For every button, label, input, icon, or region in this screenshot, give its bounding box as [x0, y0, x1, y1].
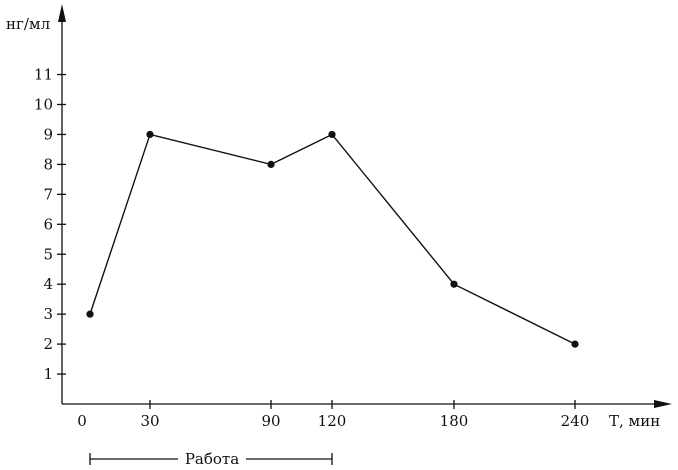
y-axis-arrow [58, 4, 66, 22]
x-tick-label-240: 240 [561, 412, 590, 430]
y-tick-label-1: 1 [43, 365, 53, 383]
y-tick-label-2: 2 [43, 335, 53, 353]
y-tick-label-11: 11 [34, 66, 53, 84]
series-line [89, 133, 576, 345]
data-point-30 [146, 130, 154, 139]
y-tick-label-6: 6 [43, 215, 53, 233]
x-tick-label-120: 120 [318, 412, 347, 430]
work-period-bracket: Работа [89, 450, 333, 468]
y-tick-label-7: 7 [43, 185, 53, 203]
y-tick-label-4: 4 [43, 275, 53, 293]
y-axis-label: нг/мл [6, 15, 50, 33]
y-ticks: 1 2 3 4 5 6 7 8 9 10 11 [34, 66, 66, 383]
work-period-label: Работа [185, 450, 239, 468]
data-point-0 [86, 310, 94, 318]
y-tick-label-8: 8 [43, 155, 53, 173]
data-points [86, 130, 579, 348]
x-tick-label-90: 90 [261, 412, 280, 430]
x-ticks: 0 30 90 120 180 240 [77, 400, 589, 430]
data-point-90 [267, 160, 275, 168]
y-tick-label-10: 10 [34, 96, 53, 114]
x-tick-label-0: 0 [77, 412, 87, 430]
data-point-240 [571, 340, 579, 348]
data-point-120 [328, 130, 336, 139]
x-axis-arrow [654, 400, 672, 408]
y-tick-label-5: 5 [43, 245, 53, 263]
data-point-180 [450, 280, 458, 288]
y-tick-label-9: 9 [43, 125, 53, 143]
x-tick-label-30: 30 [140, 412, 159, 430]
x-tick-label-180: 180 [440, 412, 469, 430]
y-tick-label-3: 3 [43, 305, 53, 323]
x-axis-label: Т, мин [609, 412, 660, 430]
